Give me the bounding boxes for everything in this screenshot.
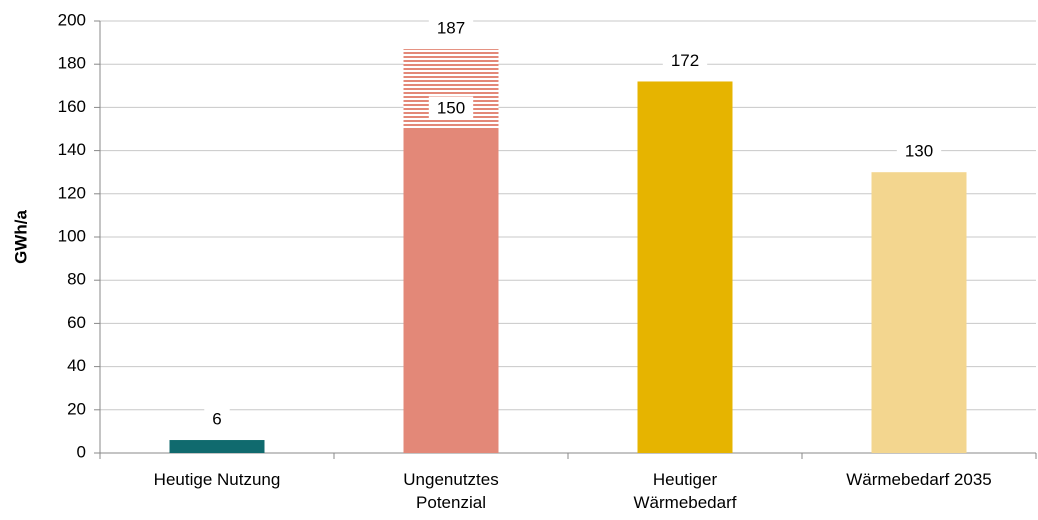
- y-tick-label: 20: [67, 399, 86, 418]
- y-tick-label: 140: [58, 140, 86, 159]
- y-tick-label: 80: [67, 270, 86, 289]
- y-tick-label: 120: [58, 183, 86, 202]
- data-label: 187: [437, 19, 465, 38]
- bar: [169, 440, 265, 453]
- data-label: 172: [671, 51, 699, 70]
- data-label-bg: [662, 48, 708, 72]
- data-label: 130: [905, 142, 933, 161]
- x-tick-label-line: Ungenutztes: [403, 470, 498, 489]
- y-axis-label: GWh/a: [11, 210, 30, 264]
- y-tick-label: 40: [67, 356, 86, 375]
- x-tick-label: Ungenutztes Potenzial: [403, 470, 498, 512]
- x-tick-label-line: Wärmebedarf 2035: [846, 470, 992, 489]
- x-tick-label-line: Heutiger: [653, 470, 718, 489]
- y-tick-label: 160: [58, 97, 86, 116]
- data-label-bg: [896, 139, 942, 163]
- data-label-bg: [428, 16, 474, 40]
- y-tick-label: 200: [58, 10, 86, 29]
- y-tick-label: 100: [58, 226, 86, 245]
- y-tick-label: 60: [67, 313, 86, 332]
- bar: [637, 81, 733, 453]
- y-tick-label: 0: [77, 442, 86, 461]
- y-tick-label: 180: [58, 54, 86, 73]
- x-tick-label-line: Heutige Nutzung: [154, 470, 281, 489]
- data-label-bg: [428, 96, 474, 120]
- data-label-bg: [204, 407, 230, 431]
- data-label: 6: [212, 410, 221, 429]
- bar: [871, 172, 967, 453]
- x-tick-label-line: Potenzial: [416, 493, 486, 512]
- x-tick-label: Heutige Nutzung: [154, 470, 281, 489]
- x-tick-label: Wärmebedarf 2035: [846, 470, 992, 489]
- x-tick-label-line: Wärmebedarf: [634, 493, 737, 512]
- data-label: 150: [437, 98, 465, 117]
- bar: [403, 129, 499, 453]
- x-tick-label: Heutiger Wärmebedarf: [634, 470, 737, 512]
